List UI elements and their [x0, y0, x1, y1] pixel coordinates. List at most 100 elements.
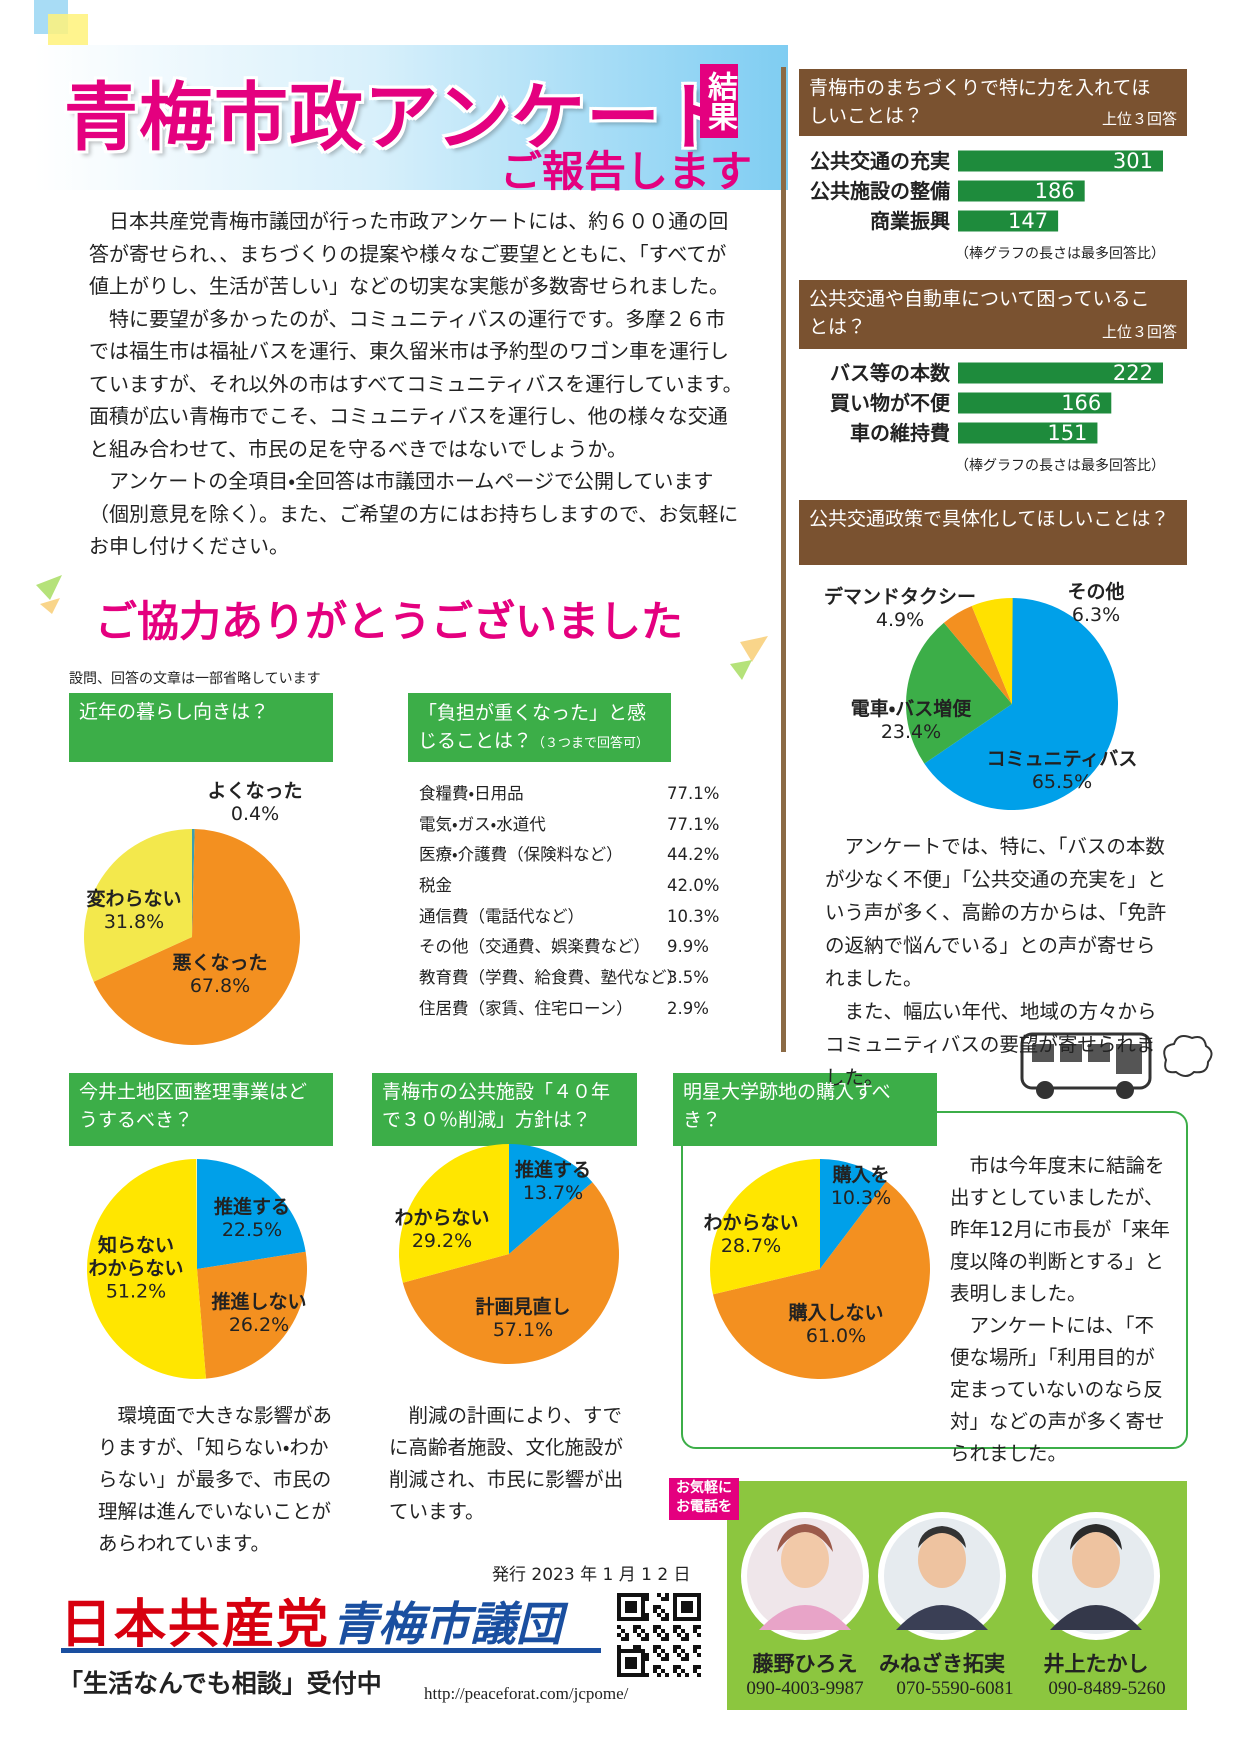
qr-cell — [637, 1645, 641, 1649]
pie-label-name: その他 — [1067, 581, 1125, 603]
qr-cell — [629, 1673, 633, 1677]
qr-cell — [677, 1673, 681, 1677]
decor-triangle — [730, 660, 752, 680]
qr-cell — [637, 1673, 641, 1677]
qr-cell — [693, 1645, 697, 1649]
qr-cell — [633, 1617, 637, 1621]
qr-cell — [657, 1665, 661, 1669]
qr-cell — [689, 1609, 693, 1613]
qr-cell — [625, 1633, 629, 1637]
pie-slice — [820, 1159, 887, 1269]
bar-label: 公共施設の整備 — [810, 179, 950, 203]
qr-cell — [673, 1593, 677, 1597]
qr-cell — [625, 1649, 629, 1653]
intro: 日本共産党青梅市議団が行った市政アンケートには、約６００通の回答が寄せられ、、ま… — [89, 205, 745, 563]
qr-cell — [633, 1665, 637, 1669]
qr-cell — [617, 1657, 621, 1661]
qr-cell — [657, 1653, 661, 1657]
burden-value: 3.5% — [667, 968, 709, 988]
qr-cell — [621, 1629, 625, 1633]
pie-slice — [197, 1251, 308, 1379]
title-box — [69, 1073, 333, 1146]
qr-cell — [641, 1601, 645, 1605]
issued: 発行 2023 年 1 月 1 2 日 — [492, 1565, 691, 1585]
qr-cell — [617, 1653, 621, 1657]
pie-label: よくなった 0.4% — [207, 780, 302, 826]
qr-cell — [689, 1617, 693, 1621]
qr-cell — [625, 1673, 629, 1677]
qr-cell — [641, 1609, 645, 1613]
qr-cell — [641, 1661, 645, 1665]
pie-label-value: 10.3% — [830, 1187, 892, 1209]
qr-cell — [617, 1617, 621, 1621]
burden-value: 44.2% — [667, 845, 720, 865]
qr-cell — [641, 1669, 645, 1673]
header-subtitle: ご報告します — [500, 147, 753, 196]
pie-label-name: デマンドタクシー — [823, 586, 977, 608]
pie-label-value: 29.2% — [411, 1230, 473, 1252]
qr-cell — [641, 1657, 645, 1661]
qr-code — [617, 1593, 701, 1677]
thanks: ご協力ありがとうございました — [95, 597, 684, 646]
qr-cell — [685, 1605, 689, 1609]
pie-label-value: 51.2% — [105, 1280, 167, 1303]
qr-cell — [697, 1613, 701, 1617]
qr-cell — [677, 1645, 681, 1649]
pie-label-name: 知らない わからない — [88, 1234, 184, 1280]
qr-cell — [641, 1649, 645, 1653]
pie-label-name: 推進する — [514, 1159, 592, 1181]
qr-cell — [633, 1593, 637, 1597]
qr-cell — [625, 1609, 629, 1613]
pie-slice — [906, 622, 1012, 764]
value-label: 151 — [1047, 421, 1088, 445]
qr-cell — [685, 1637, 689, 1641]
qr-cell — [665, 1653, 669, 1657]
pie-slice — [943, 605, 1012, 704]
pie-label-value: 65.5% — [1031, 771, 1093, 793]
burden-item: 税金 — [419, 876, 452, 896]
qr-cell — [689, 1605, 693, 1609]
qr-cell — [633, 1673, 637, 1677]
bar — [958, 150, 1163, 172]
chart-subtitle: 上位３回答 — [1101, 323, 1177, 341]
intro-paragraph: アンケートの全項目・全回答は市議団ホームページで公開しています（個別意見を除く）… — [89, 469, 739, 558]
chart-title: 公共交通や自動車について困っていることは？ — [809, 288, 1150, 338]
qr-cell — [645, 1673, 649, 1677]
qr-cell — [665, 1637, 669, 1641]
qr-cell — [657, 1613, 661, 1617]
qr-cell — [629, 1609, 633, 1613]
pie-label-name: 購入しない — [788, 1302, 884, 1324]
header-badge: 結果 — [700, 64, 738, 138]
pie-label-value: 28.7% — [720, 1235, 782, 1257]
qr-cell — [625, 1601, 629, 1605]
member-name: 井上たかし — [1043, 1652, 1149, 1676]
chart-title: 青梅市の公共施設「４０年で３０％削減」方針は？ — [382, 1081, 611, 1131]
qr-cell — [673, 1649, 677, 1653]
burden-row: 通信費（電話代など） 10.3% — [419, 902, 729, 933]
qr-cell — [617, 1601, 621, 1605]
qr-cell — [693, 1593, 697, 1597]
bar — [958, 422, 1098, 444]
pie-label-name: わからない — [703, 1212, 799, 1234]
burden-title-box: 「負担が重くなった」と感じることは？（３つまで回答可） — [408, 693, 671, 762]
pie-slice — [192, 829, 195, 937]
pie-label-value: 6.3% — [1071, 604, 1121, 626]
qr-cell — [665, 1657, 669, 1661]
pie-slice — [971, 598, 1013, 704]
pie-slice — [93, 829, 300, 1046]
qr-cell — [633, 1649, 637, 1653]
bar — [958, 362, 1163, 384]
qr-cell — [673, 1605, 677, 1609]
burden-item: 教育費（学費、給食費、塾代など） — [419, 968, 683, 988]
qr-cell — [641, 1637, 645, 1641]
burden-value: 77.1% — [667, 784, 720, 803]
qr-cell — [629, 1657, 633, 1661]
pie-slice — [924, 598, 1119, 811]
intro-paragraph: 特に要望が多かったのが、コミュニティバスの運行です。多摩２６市では福生市は福祉バ… — [89, 306, 743, 461]
qr-cell — [637, 1633, 641, 1637]
qr-cell — [633, 1629, 637, 1633]
qr-cell — [661, 1597, 665, 1601]
pie-label-value: 4.9% — [875, 609, 925, 631]
qr-cell — [697, 1617, 701, 1621]
burden-row: 電気・ガス・水道代 77.1% — [419, 810, 729, 841]
